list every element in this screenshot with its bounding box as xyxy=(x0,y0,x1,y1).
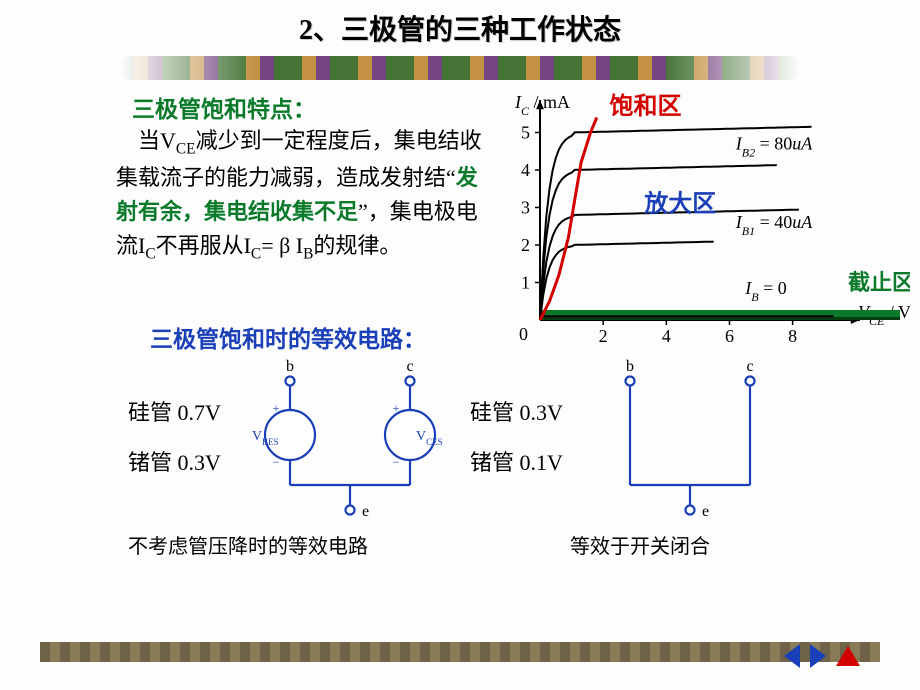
svg-text:2: 2 xyxy=(521,235,530,255)
svg-text:e: e xyxy=(362,503,369,520)
decorative-top-band xyxy=(120,56,800,80)
svg-text:−: − xyxy=(393,455,400,469)
svg-text:IB1 = 40uA: IB1 = 40uA xyxy=(735,212,814,238)
svg-text:c: c xyxy=(406,358,413,375)
nav-next-icon[interactable] xyxy=(810,644,826,668)
transistor-output-chart: 1234524680IC / mAVCE / V饱和区放大区截止区IB2 = 8… xyxy=(490,80,910,360)
svg-text:饱和区: 饱和区 xyxy=(609,93,681,120)
label-si-03: 硅管 0.3V xyxy=(470,395,563,427)
para-text: 当V xyxy=(116,128,176,153)
page-title: 2、三极管的三种工作状态 xyxy=(0,0,920,48)
svg-text:放大区: 放大区 xyxy=(643,189,716,217)
svg-text:b: b xyxy=(626,358,634,375)
label-ge-01: 锗管 0.1V xyxy=(470,445,563,477)
sub-c: C xyxy=(145,246,155,263)
label-ge-03: 锗管 0.3V xyxy=(128,445,221,477)
svg-text:5: 5 xyxy=(521,123,530,143)
heading-saturation: 三极管饱和特点： xyxy=(132,90,316,124)
svg-text:−: − xyxy=(273,455,280,469)
svg-text:IC / mA: IC / mA xyxy=(514,92,570,118)
para-text: = β I xyxy=(261,233,303,258)
svg-text:0: 0 xyxy=(519,324,528,344)
svg-text:3: 3 xyxy=(521,198,530,218)
svg-text:IB = 0: IB = 0 xyxy=(744,278,787,304)
svg-text:+: + xyxy=(393,401,400,415)
svg-text:IB2 = 80uA: IB2 = 80uA xyxy=(735,133,814,159)
svg-text:c: c xyxy=(746,358,753,375)
equivalent-circuit-left: +−+−VBESVCESbce xyxy=(250,355,460,525)
sub-c2: C xyxy=(251,246,261,263)
heading-equivalent: 三极管饱和时的等效电路： xyxy=(150,320,426,354)
svg-text:e: e xyxy=(702,503,709,520)
para-text: 的规律。 xyxy=(313,233,401,258)
svg-text:+: + xyxy=(273,401,280,415)
nav-prev-icon[interactable] xyxy=(784,644,800,668)
nav-controls xyxy=(784,644,860,668)
caption-left: 不考虑管压降时的等效电路 xyxy=(128,530,368,559)
svg-text:截止区: 截止区 xyxy=(848,270,910,295)
label-si-07: 硅管 0.7V xyxy=(128,395,221,427)
caption-right: 等效于开关闭合 xyxy=(570,530,710,559)
para-text: 不再服从I xyxy=(156,233,251,258)
svg-text:8: 8 xyxy=(788,326,797,346)
svg-text:b: b xyxy=(286,358,294,375)
nav-home-icon[interactable] xyxy=(836,646,860,666)
decorative-bottom-band xyxy=(40,642,880,662)
equivalent-circuit-right: b c e xyxy=(590,355,800,525)
svg-text:4: 4 xyxy=(662,326,671,346)
sub-b: B xyxy=(303,246,313,263)
paragraph-saturation: 当VCE减少到一定程度后，集电结收集载流子的能力减弱，造成发射结“发射有余，集电… xyxy=(116,124,486,267)
svg-text:1: 1 xyxy=(521,273,530,293)
svg-text:6: 6 xyxy=(725,326,734,346)
sub-ce: CE xyxy=(176,140,196,157)
svg-text:4: 4 xyxy=(521,160,530,180)
svg-text:2: 2 xyxy=(599,326,608,346)
